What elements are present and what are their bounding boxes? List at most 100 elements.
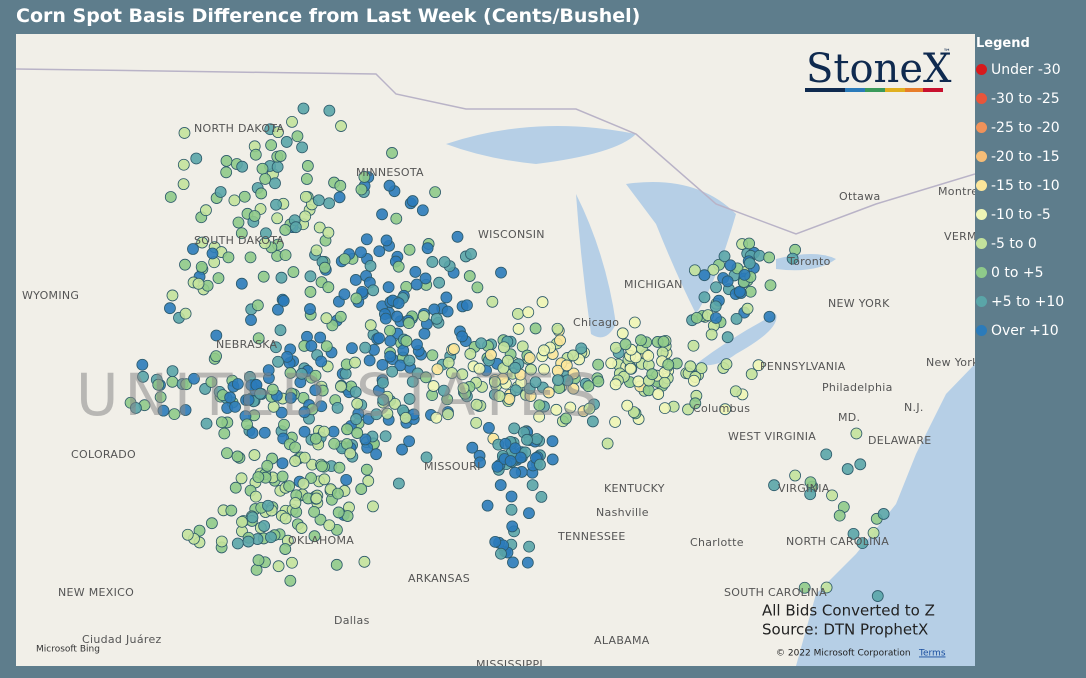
- station-dot: [564, 401, 577, 414]
- station-dot: [328, 437, 341, 450]
- station-dot: [299, 190, 312, 203]
- station-dot: [406, 195, 419, 207]
- station-dot: [218, 427, 231, 440]
- station-dot: [333, 461, 346, 474]
- station-dot: [235, 277, 248, 290]
- station-dot: [592, 375, 605, 388]
- station-dot: [662, 358, 675, 371]
- station-dot: [355, 483, 368, 495]
- station-dot: [856, 537, 869, 549]
- station-dot: [346, 342, 358, 355]
- map-label: COLORADO: [71, 448, 136, 461]
- station-dot: [280, 136, 293, 148]
- station-dot: [297, 102, 310, 115]
- station-dot: [252, 332, 265, 345]
- station-dot: [350, 292, 363, 305]
- station-dot: [164, 191, 177, 203]
- station-dot: [279, 543, 292, 555]
- station-dot: [286, 556, 298, 569]
- station-dot: [379, 312, 392, 325]
- station-dot: [255, 187, 268, 200]
- station-dot: [456, 330, 469, 343]
- map-label: SOUTH CAROLINA: [724, 586, 827, 599]
- station-dot: [430, 312, 443, 325]
- station-dot: [867, 527, 880, 539]
- station-dot: [236, 160, 249, 173]
- station-dot: [315, 355, 328, 368]
- station-dot: [265, 139, 278, 152]
- station-dot: [820, 581, 833, 594]
- station-dot: [657, 335, 670, 348]
- station-dot: [535, 490, 548, 503]
- station-dot: [330, 558, 343, 571]
- station-dot: [210, 329, 223, 342]
- station-dot: [489, 535, 502, 548]
- station-dot: [592, 358, 605, 371]
- station-dot: [323, 104, 336, 117]
- station-dot: [258, 520, 271, 532]
- station-dot: [137, 370, 149, 383]
- station-dot: [642, 349, 655, 362]
- station-dot: [225, 504, 238, 517]
- station-dot: [166, 289, 179, 302]
- map-label: ALABAMA: [594, 634, 650, 647]
- station-dot: [718, 250, 731, 263]
- legend-item: +5 to +10: [976, 287, 1064, 316]
- station-dot: [789, 469, 802, 482]
- station-dot: [242, 535, 255, 548]
- station-dot: [220, 166, 233, 179]
- station-dot: [332, 506, 345, 519]
- station-dot: [689, 397, 702, 410]
- legend-swatch: [976, 122, 987, 133]
- station-dot: [206, 247, 219, 260]
- legend-label: +5 to +10: [991, 293, 1065, 310]
- station-dot: [284, 367, 297, 379]
- lake: [576, 194, 616, 338]
- station-dot: [272, 355, 284, 368]
- station-dot: [152, 378, 165, 391]
- map-label: NEW YORK: [828, 297, 890, 310]
- station-dot: [179, 307, 192, 320]
- station-dot: [464, 348, 477, 360]
- station-dot: [322, 226, 335, 239]
- map-label: ARKANSAS: [408, 572, 470, 585]
- station-dot: [491, 460, 504, 473]
- legend-item: Over +10: [976, 316, 1064, 345]
- station-dot: [261, 459, 274, 472]
- legend-item: 0 to +5: [976, 258, 1064, 287]
- station-dot: [483, 421, 495, 434]
- station-dot: [299, 210, 312, 223]
- station-dot: [430, 411, 443, 424]
- station-dot: [281, 350, 293, 363]
- station-dot: [318, 425, 330, 438]
- station-dot: [301, 173, 313, 185]
- station-dot: [298, 425, 311, 438]
- station-dot: [826, 489, 838, 502]
- station-dot: [523, 540, 535, 553]
- station-dot: [359, 433, 372, 446]
- station-dot: [411, 338, 423, 351]
- station-dot: [705, 328, 718, 341]
- station-dot: [560, 359, 573, 372]
- station-dot: [522, 306, 535, 319]
- station-dot: [475, 337, 488, 350]
- station-dot: [334, 179, 347, 192]
- station-dot: [658, 376, 671, 389]
- station-dot: [384, 335, 397, 347]
- station-dot: [567, 349, 580, 362]
- station-dot: [256, 162, 269, 175]
- logo-bar: [805, 88, 943, 92]
- legend-label: Under -30: [991, 61, 1061, 78]
- legend-item: -30 to -25: [976, 84, 1064, 113]
- station-dot: [364, 260, 377, 272]
- station-dot: [284, 392, 297, 404]
- map-label: Columbus: [693, 402, 750, 415]
- lake: [446, 126, 636, 164]
- station-dot: [384, 350, 397, 363]
- station-dot: [403, 243, 416, 256]
- station-dot: [376, 208, 388, 221]
- station-dot: [394, 359, 407, 372]
- map-label: WEST VIRGINIA: [728, 430, 816, 443]
- terms-link[interactable]: Terms: [918, 649, 946, 659]
- station-dot: [530, 433, 543, 445]
